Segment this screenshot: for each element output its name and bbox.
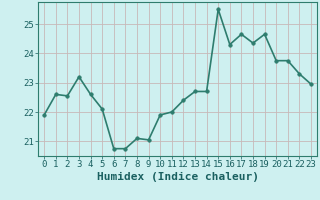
X-axis label: Humidex (Indice chaleur): Humidex (Indice chaleur) <box>97 172 259 182</box>
